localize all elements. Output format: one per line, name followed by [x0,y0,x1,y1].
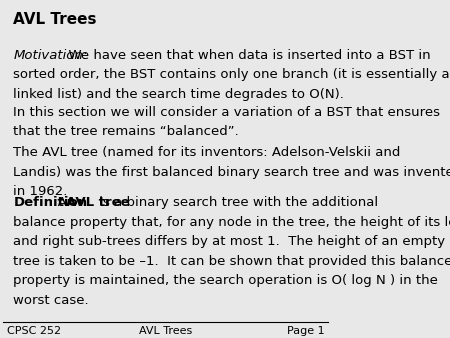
Text: AVL tree: AVL tree [66,196,130,210]
Text: worst case.: worst case. [13,294,89,307]
Text: Motivation:: Motivation: [13,49,87,62]
Text: Page 1: Page 1 [287,326,325,336]
Text: We have seen that when data is inserted into a BST in: We have seen that when data is inserted … [60,49,431,62]
Text: sorted order, the BST contains only one branch (it is essentially a: sorted order, the BST contains only one … [13,68,450,81]
Text: property is maintained, the search operation is O( log N ) in the: property is maintained, the search opera… [13,274,438,287]
Text: linked list) and the search time degrades to O(N).: linked list) and the search time degrade… [13,88,344,101]
Text: and right sub-trees differs by at most 1.  The height of an empty: and right sub-trees differs by at most 1… [13,235,446,248]
Text: The AVL tree (named for its inventors: Adelson-Velskii and: The AVL tree (named for its inventors: A… [13,146,400,159]
Text: AVL Trees: AVL Trees [13,12,97,27]
Text: In this section we will consider a variation of a BST that ensures: In this section we will consider a varia… [13,106,440,119]
Text: AVL Trees: AVL Trees [139,326,193,336]
Text: Landis) was the first balanced binary search tree and was invented: Landis) was the first balanced binary se… [13,166,450,178]
Text: tree is taken to be –1.  It can be shown that provided this balance: tree is taken to be –1. It can be shown … [13,255,450,268]
Text: in 1962.: in 1962. [13,185,68,198]
Text: CPSC 252: CPSC 252 [7,326,61,336]
Text: is a binary search tree with the additional: is a binary search tree with the additio… [95,196,378,210]
Text: balance property that, for any node in the tree, the height of its left: balance property that, for any node in t… [13,216,450,229]
Text: : An: : An [49,196,80,210]
Text: Definition: Definition [13,196,87,210]
Text: that the tree remains “balanced”.: that the tree remains “balanced”. [13,125,239,138]
